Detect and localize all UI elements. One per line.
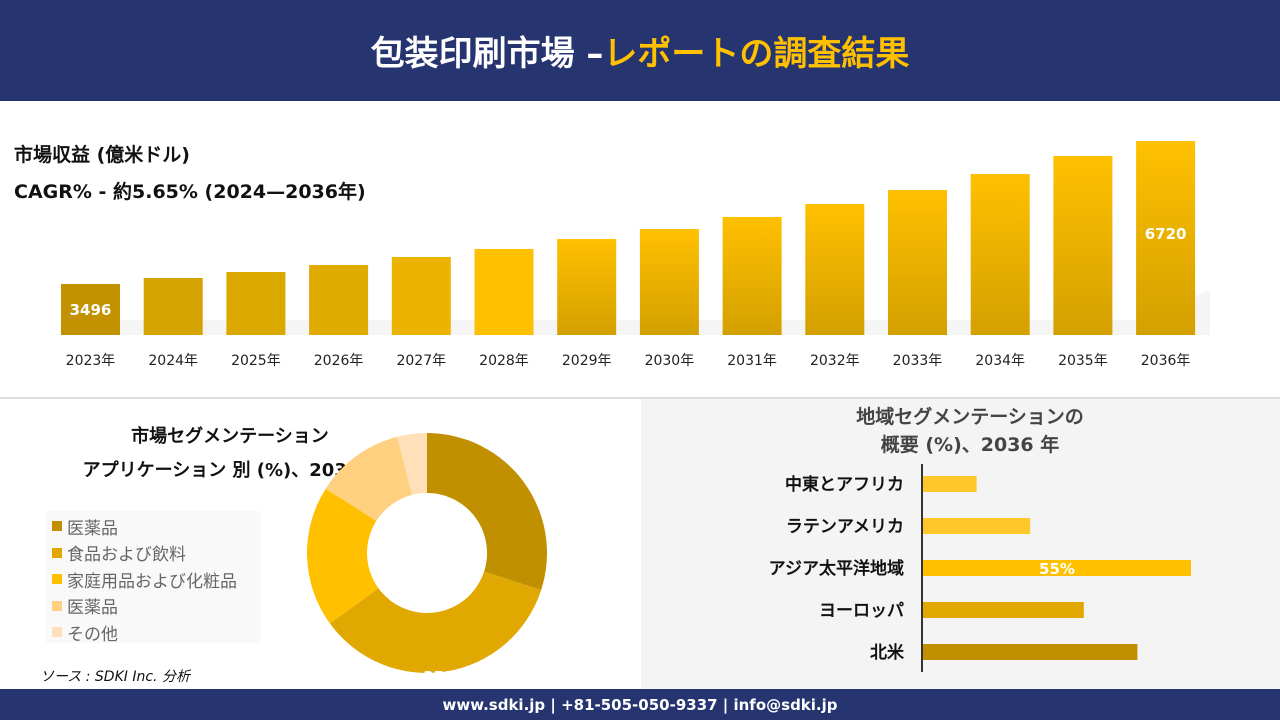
region-title-line2: 概要 (%)、2036 年: [880, 434, 1060, 456]
cagr-subtitle: CAGR% - 約5.65% (2024—2036年): [14, 181, 366, 203]
legend-item: その他: [52, 619, 255, 646]
legend-label: 医薬品: [67, 598, 118, 619]
bar-2032年: [805, 203, 865, 335]
x-tick-label: 2024年: [148, 353, 198, 369]
bar-2031年: [722, 216, 782, 335]
bar-2029年: [557, 238, 617, 335]
donut-slice: [397, 433, 427, 495]
bar-中東とアフリカ: [923, 476, 977, 492]
legend-item: 医薬品: [52, 513, 255, 540]
bar-2026年: [309, 265, 369, 335]
y-tick-label: 北米: [870, 642, 905, 663]
x-tick-label: 2026年: [314, 353, 364, 369]
page-title-accent: レポートの調査結果: [603, 34, 910, 74]
x-tick-label: 2028年: [479, 353, 529, 369]
page-title: 包装印刷市場 –: [370, 34, 604, 74]
region-chart-title: 地域セグメンテーションの 概要 (%)、2036 年: [760, 403, 1180, 459]
region-title-line1: 地域セグメンテーションの: [856, 406, 1084, 428]
x-tick-label: 2032年: [810, 353, 860, 369]
bar-ラテンアメリカ: [923, 518, 1031, 534]
legend-label: 家庭用品および化粧品: [67, 571, 237, 592]
bar-2025年: [226, 271, 286, 335]
x-tick-label: 2029年: [562, 353, 612, 369]
donut-slice: [307, 488, 379, 624]
application-legend: 医薬品 食品および飲料 家庭用品および化粧品 医薬品 その他: [46, 511, 261, 646]
data-label: 35%: [423, 668, 459, 680]
bar-2023年: [61, 284, 120, 335]
x-tick-label: 2030年: [645, 353, 695, 369]
bar-2033年: [888, 190, 947, 335]
x-tick-label: 2027年: [396, 353, 446, 369]
bar-2030年: [639, 229, 699, 335]
y-tick-label: ラテンアメリカ: [786, 517, 904, 537]
bar-2035年: [1053, 155, 1113, 335]
application-title-line2: アプリケーション 別 (%)、2036年: [82, 460, 378, 481]
application-title-line1: 市場セグメンテーション: [131, 426, 329, 447]
donut-slice: [427, 433, 547, 591]
data-label: 6720: [1145, 225, 1187, 243]
legend-item: 家庭用品および化粧品: [52, 566, 255, 593]
bar-北米: [923, 644, 1138, 660]
legend-swatch: [52, 600, 62, 611]
data-label: 55%: [1039, 560, 1075, 578]
application-chart-title: 市場セグメンテーション アプリケーション 別 (%)、2036年: [40, 420, 420, 488]
x-tick-label: 2023年: [66, 353, 116, 369]
legend-item: 医薬品: [52, 593, 255, 620]
x-tick-label: 2035年: [1058, 353, 1108, 369]
application-donut-chart: 35%: [307, 433, 547, 680]
legend-swatch: [52, 521, 62, 532]
header-banner: 包装印刷市場 – レポートの調査結果: [0, 0, 1280, 101]
bar-アジア太平洋地域: [923, 560, 1191, 576]
region-panel: [641, 399, 1280, 689]
bar-2027年: [391, 256, 451, 335]
revenue-chart-title: 市場収益 (億米ドル): [14, 144, 190, 166]
donut-slice: [329, 571, 542, 673]
legend-swatch: [52, 547, 62, 558]
bar-ヨーロッパ: [923, 602, 1084, 618]
legend-item: 食品および飲料: [52, 540, 255, 567]
legend-label: 食品および飲料: [67, 545, 186, 566]
y-tick-label: ヨーロッパ: [819, 601, 904, 621]
bar-2036年: [1136, 141, 1196, 335]
legend-swatch: [52, 627, 62, 638]
bar-2034年: [970, 174, 1030, 335]
revenue-bar-chart: 2023年 3496 2024年 2025年 2026年 2027年 2028年 2029年 2…: [60, 141, 1210, 369]
donut-slice: [325, 436, 413, 521]
bar-2028年: [474, 249, 534, 335]
legend-label: その他: [67, 624, 118, 645]
data-label: 3496: [70, 301, 112, 319]
divider: [0, 397, 1280, 399]
bar-2024年: [143, 278, 203, 335]
y-tick-label: アジア太平洋地域: [769, 558, 904, 579]
x-tick-label: 2025年: [231, 353, 281, 369]
footer-contact: www.sdki.jp | +81-505-050-9337 | info@sd…: [0, 689, 1280, 720]
x-tick-label: 2031年: [727, 353, 777, 369]
y-tick-label: 中東とアフリカ: [785, 474, 904, 495]
legend-swatch: [52, 574, 62, 585]
x-tick-label: 2036年: [1141, 353, 1191, 369]
x-tick-label: 2034年: [975, 353, 1025, 369]
legend-label: 医薬品: [67, 518, 118, 539]
x-tick-label: 2033年: [893, 353, 943, 369]
source-note: ソース : SDKI Inc. 分析: [40, 669, 190, 685]
